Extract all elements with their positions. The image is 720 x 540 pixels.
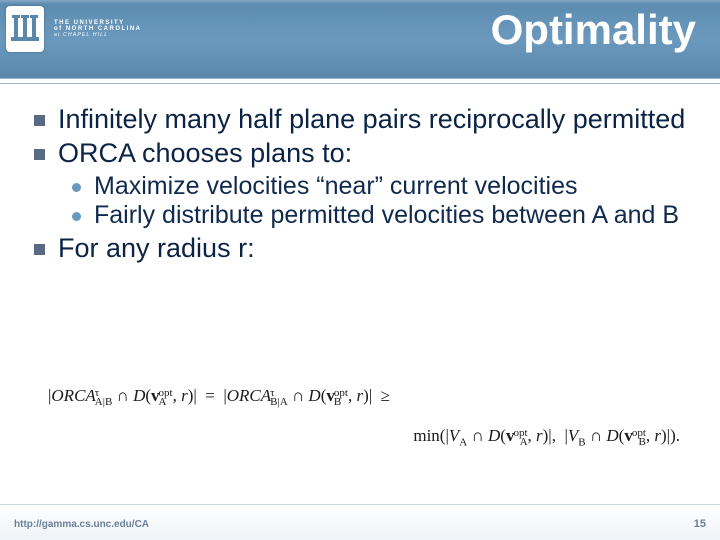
university-logo: THE UNIVERSITY of NORTH CAROLINA at CHAP… <box>6 6 142 52</box>
page-number: 15 <box>694 518 706 530</box>
formula-line-1: |ORCAτA|B ∩ D(voptA, r)| = |ORCAτB|A ∩ D… <box>48 386 680 406</box>
sub-bullet-text: Fairly distribute permitted velocities b… <box>94 201 679 229</box>
bullet-item: ORCA chooses plans to: Maximize velociti… <box>32 138 696 231</box>
formula-box: |ORCAτA|B ∩ D(voptA, r)| = |ORCAτB|A ∩ D… <box>32 378 696 472</box>
slide-footer: http://gamma.cs.unc.edu/CA 15 <box>0 504 720 540</box>
slide-header: THE UNIVERSITY of NORTH CAROLINA at CHAP… <box>0 0 720 78</box>
bullet-text: For any radius r: <box>58 233 255 263</box>
bullet-item: Infinitely many half plane pairs recipro… <box>32 104 696 136</box>
slide-title: Optimality <box>491 6 696 54</box>
sub-bullet-list: Maximize velocities “near” current veloc… <box>68 172 696 231</box>
formula-line-2: min(|VA ∩ D(voptA, r)|, |VB ∩ D(voptB, r… <box>48 426 680 448</box>
bullet-text: ORCA chooses plans to: <box>58 138 352 168</box>
slide-body: Infinitely many half plane pairs recipro… <box>32 104 696 267</box>
footer-url: http://gamma.cs.unc.edu/CA <box>14 519 149 530</box>
bullet-text: Infinitely many half plane pairs recipro… <box>58 104 685 134</box>
sub-bullet-item: Maximize velocities “near” current veloc… <box>68 172 696 202</box>
sub-bullet-item: Fairly distribute permitted velocities b… <box>68 201 696 231</box>
bullet-list: Infinitely many half plane pairs recipro… <box>32 104 696 265</box>
sub-bullet-text: Maximize velocities “near” current veloc… <box>94 172 577 200</box>
university-logo-text: THE UNIVERSITY of NORTH CAROLINA at CHAP… <box>54 20 142 38</box>
logo-line3: at CHAPEL HILL <box>54 33 142 38</box>
header-top-highlight <box>0 0 720 4</box>
unc-seal-icon <box>6 6 44 52</box>
bullet-item: For any radius r: <box>32 233 696 265</box>
header-separator <box>0 78 720 84</box>
